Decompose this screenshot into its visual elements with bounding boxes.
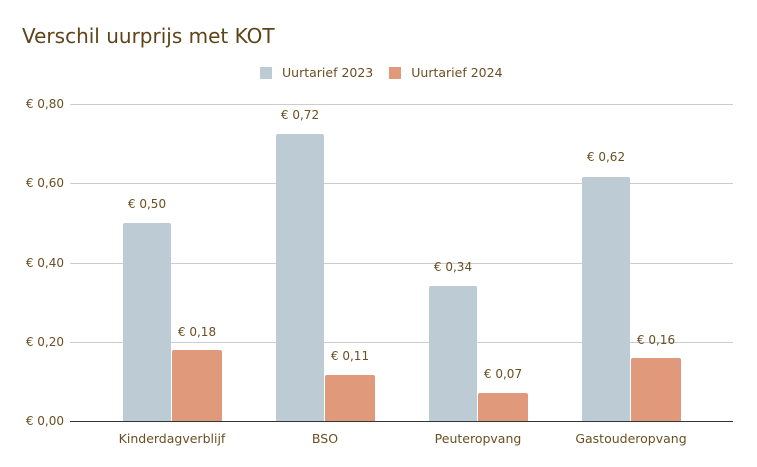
value-label: € 0,34 — [433, 260, 473, 274]
gridline-060 — [70, 183, 733, 184]
legend-label-2023: Uurtarief 2023 — [282, 65, 374, 80]
bar-kinderdagverblijf-2023[interactable] — [123, 223, 171, 421]
value-label: € 0,07 — [483, 367, 523, 381]
value-label: € 0,16 — [636, 333, 676, 347]
x-tick-label: Gastouderopvang — [575, 431, 687, 446]
legend-swatch-2024 — [389, 66, 402, 79]
y-tick-label: € 0,60 — [25, 176, 64, 190]
gridline-020 — [70, 342, 733, 343]
y-tick-label: € 0,20 — [25, 335, 64, 349]
legend-label-2024: Uurtarief 2024 — [411, 65, 503, 80]
bar-bso-2023[interactable] — [276, 134, 324, 421]
x-tick-label: Peuteropvang — [434, 431, 522, 446]
gridline-080 — [70, 104, 733, 105]
value-label: € 0,18 — [177, 325, 217, 339]
legend-swatch-2023 — [260, 66, 272, 79]
x-axis-line — [70, 421, 733, 422]
y-tick-label: € 0,80 — [25, 97, 64, 111]
x-tick-label: BSO — [311, 431, 339, 446]
legend-item-2024[interactable]: Uurtarief 2024 — [389, 65, 503, 80]
y-tick-label: € 0,00 — [25, 414, 64, 428]
legend-item-2023[interactable]: Uurtarief 2023 — [260, 65, 373, 80]
gridline-040 — [70, 263, 733, 264]
x-tick-label: Kinderdagverblijf — [118, 431, 226, 446]
chart-title: Verschil uurprijs met KOT — [22, 24, 275, 48]
bar-gastouderopvang-2023[interactable] — [582, 177, 630, 421]
value-label: € 0,11 — [330, 349, 370, 363]
value-label: € 0,50 — [127, 197, 167, 211]
bar-kinderdagverblijf-2024[interactable] — [172, 350, 222, 421]
bar-bso-2024[interactable] — [325, 375, 375, 421]
legend: Uurtarief 2023 Uurtarief 2024 — [260, 65, 519, 80]
y-tick-label: € 0,40 — [25, 256, 64, 270]
value-label: € 0,62 — [586, 150, 626, 164]
bar-peuteropvang-2023[interactable] — [429, 286, 477, 421]
bar-gastouderopvang-2024[interactable] — [631, 358, 681, 421]
value-label: € 0,72 — [280, 108, 320, 122]
bar-peuteropvang-2024[interactable] — [478, 393, 528, 421]
